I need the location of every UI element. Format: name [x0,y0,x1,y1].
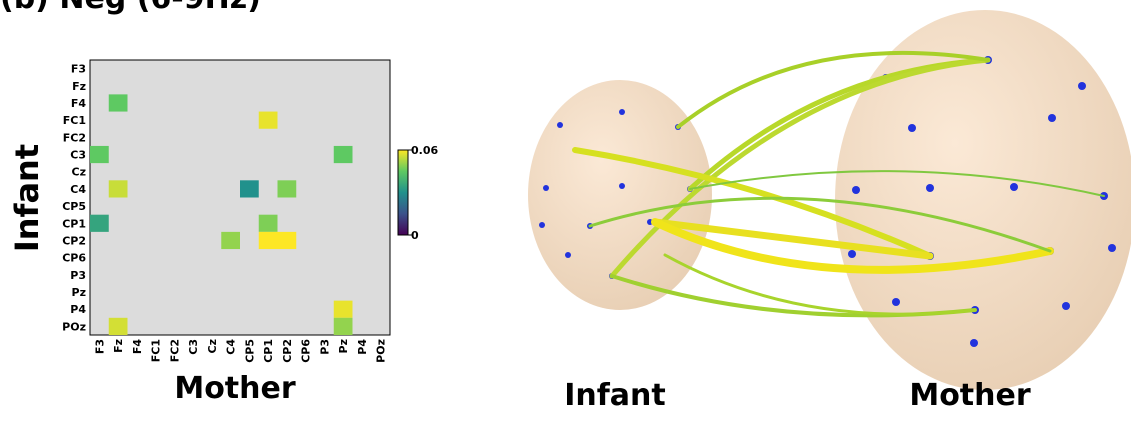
y-tick-label: CP6 [62,252,86,265]
x-tick-label: CP1 [262,339,275,363]
y-tick-label: CP2 [62,234,86,247]
colorbar [398,150,408,235]
heatmap-cell [109,94,128,111]
x-tick-label: CP2 [281,339,294,363]
x-tick-label: CP5 [243,339,256,363]
x-tick-label: Fz [112,339,125,353]
heatmap-cell [90,146,109,163]
heatmap-cell [259,215,278,232]
infant-label: Infant [564,378,666,413]
heatmap-cell [109,318,128,335]
y-tick-label: POz [62,320,86,333]
heatmap-cell [109,180,128,197]
x-tick-label: POz [375,339,388,363]
x-tick-label: F3 [93,339,106,354]
x-tick-label: F4 [131,339,144,355]
x-tick-label: FC1 [150,339,163,362]
x-tick-label: P4 [356,339,369,355]
heatmap-cell [334,146,353,163]
heatmap-cell [259,232,278,249]
y-tick-label: FC2 [63,131,86,144]
heatmap-cell [334,301,353,318]
y-tick-label: Fz [72,80,86,93]
infant-head [528,80,712,310]
y-tick-label: Cz [72,166,86,179]
figure: (b) Neg (6-9Hz) In [0,0,1131,420]
y-tick-label: P3 [70,269,86,282]
x-tick-label: CP6 [300,339,313,363]
heatmap-cell [90,215,109,232]
x-tick-label: Cz [206,339,219,353]
colorbar-tick-label: 0.06 [411,144,438,157]
x-tick-label: FC2 [168,339,181,362]
x-tick-label: C3 [187,339,200,355]
y-tick-label: FC1 [63,114,86,127]
x-tick-label: Pz [337,339,350,353]
colorbar-tick-label: 0 [411,229,419,242]
y-tick-label: C4 [70,183,86,196]
y-tick-label: F4 [71,97,87,110]
y-tick-label: Pz [72,286,86,299]
y-tick-label: CP1 [62,217,86,230]
heatmap-cell [259,112,278,129]
heatmap-cell [278,180,297,197]
heatmap-cell [334,318,353,335]
head-illustration [528,10,1131,390]
x-axis-label: Mother [174,371,296,406]
page: {"chart_data": {"type": "heatmap", "titl… [0,0,1131,420]
heatmap-cell [221,232,240,249]
mother-label: Mother [909,378,1031,413]
y-tick-label: CP5 [62,200,86,213]
mother-head [835,10,1131,390]
y-tick-label: C3 [70,149,86,162]
y-tick-label: P4 [70,303,86,316]
figure-title: (b) Neg (6-9Hz) [0,0,261,16]
x-tick-label: C4 [225,339,238,355]
y-axis-label: Infant [8,144,46,252]
y-tick-label: F3 [71,63,86,76]
heatmap-cell [240,180,259,197]
x-tick-label: P3 [318,339,331,355]
heatmap-cell [278,232,297,249]
